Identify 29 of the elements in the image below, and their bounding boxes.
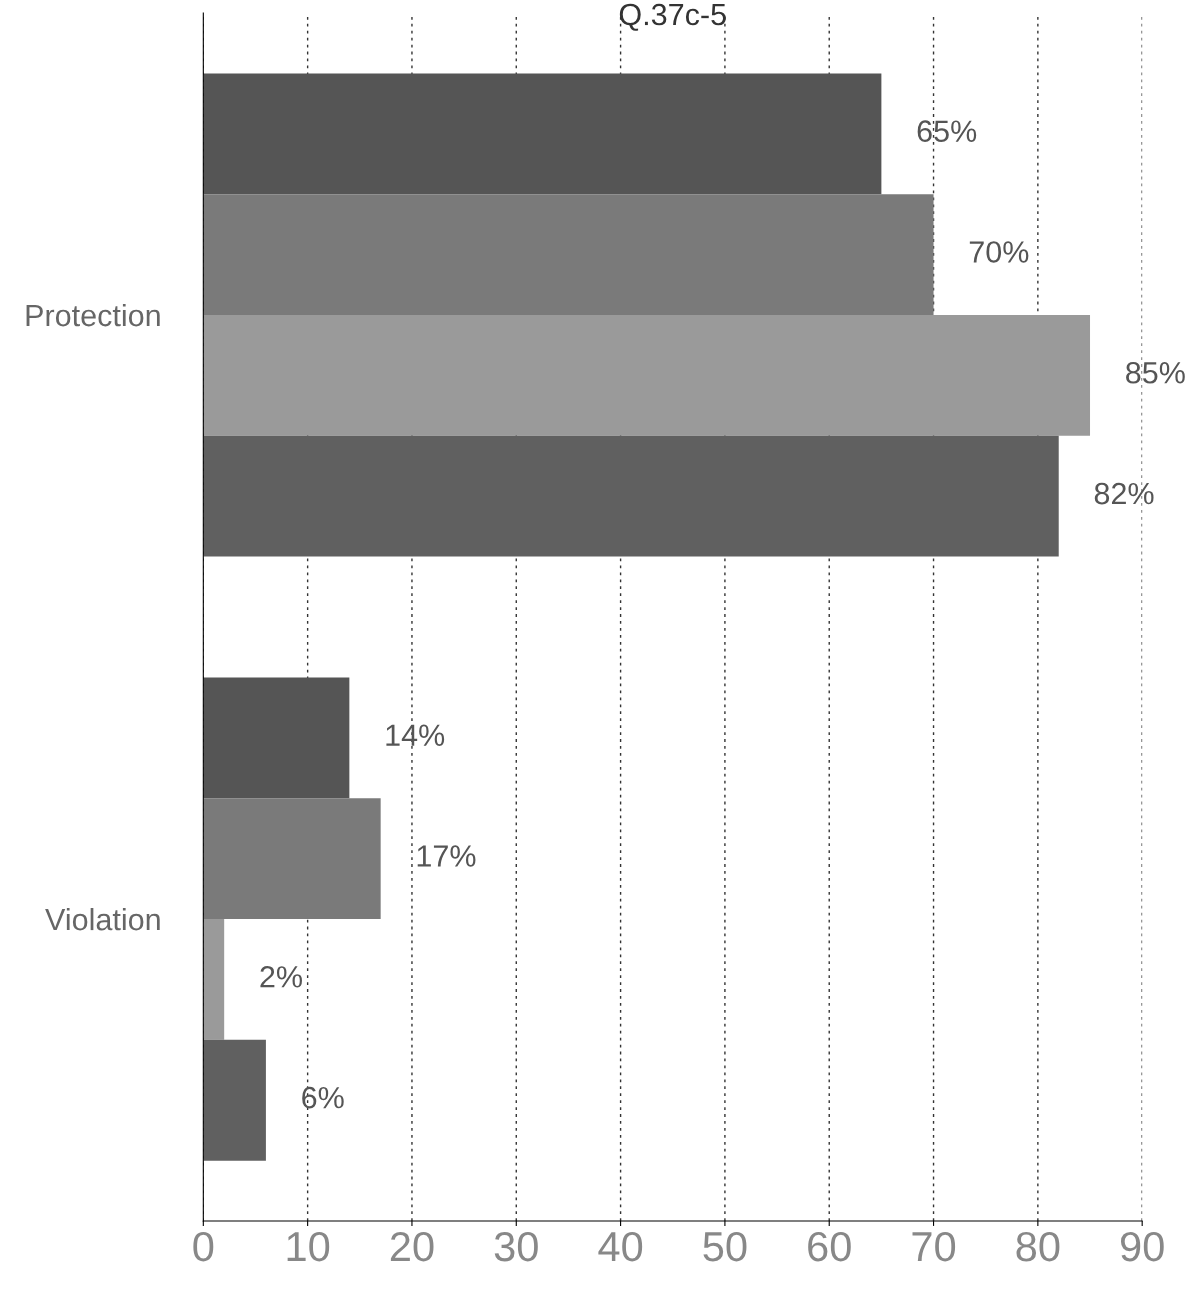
chart-title: Q.37c-5 <box>619 3 726 31</box>
bar <box>203 315 1091 436</box>
data-label: 85% <box>1126 361 1185 384</box>
data-label: 82% <box>1094 482 1154 505</box>
data-label: 65% <box>917 120 977 142</box>
data-label: 17% <box>417 845 476 867</box>
x-tick-label: 50 <box>703 1231 747 1262</box>
data-label: 2% <box>260 966 302 988</box>
data-label: 14% <box>386 724 445 746</box>
x-tick-label: 10 <box>287 1231 330 1262</box>
data-label: 70% <box>969 241 1029 263</box>
x-tick-label: 20 <box>390 1231 434 1262</box>
x-tick-label: 70 <box>912 1231 956 1262</box>
bar <box>203 435 1059 557</box>
data-label: 6% <box>302 1086 344 1109</box>
bar <box>203 798 381 920</box>
bar <box>203 73 882 195</box>
x-tick-label: 60 <box>808 1231 851 1262</box>
x-tick-label: 80 <box>1016 1231 1060 1262</box>
y-tick-label: Violation <box>45 907 160 931</box>
bar <box>203 1039 266 1161</box>
x-tick-label: 40 <box>598 1231 643 1262</box>
bar <box>203 919 225 1040</box>
y-tick-label: Protection <box>26 303 160 327</box>
x-tick-label: 0 <box>193 1231 214 1262</box>
x-tick-label: 90 <box>1120 1231 1164 1262</box>
x-tick-label: 30 <box>494 1231 538 1262</box>
bar <box>203 194 934 316</box>
bar <box>203 677 350 799</box>
